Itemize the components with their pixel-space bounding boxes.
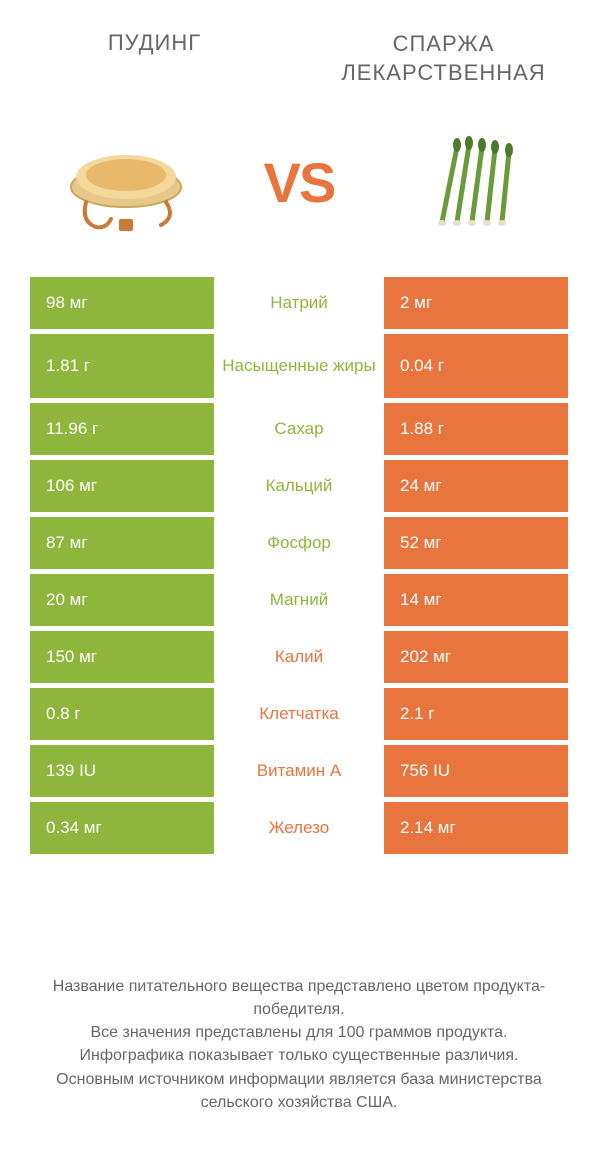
cell-right: 756 IU: [384, 745, 568, 797]
cell-left: 150 мг: [30, 631, 214, 683]
table-row: 106 мгКальций24 мг: [30, 460, 568, 512]
asparagus-icon: [397, 127, 547, 237]
cell-left: 106 мг: [30, 460, 214, 512]
pudding-icon: [51, 127, 201, 237]
cell-nutrient: Фосфор: [214, 517, 384, 569]
table-row: 20 мгМагний14 мг: [30, 574, 568, 626]
cell-nutrient: Клетчатка: [214, 688, 384, 740]
cell-nutrient: Железо: [214, 802, 384, 854]
title-left: ПУДИНГ: [10, 30, 299, 87]
cell-left: 0.8 г: [30, 688, 214, 740]
cell-right: 14 мг: [384, 574, 568, 626]
cell-left: 1.81 г: [30, 334, 214, 398]
footer-line: Основным источником информации является …: [28, 1068, 570, 1114]
table-row: 139 IUВитамин A756 IU: [30, 745, 568, 797]
footer-note: Название питательного вещества представл…: [0, 975, 598, 1114]
cell-nutrient: Насыщенные жиры: [214, 334, 384, 398]
cell-right: 2.1 г: [384, 688, 568, 740]
cell-nutrient: Кальций: [214, 460, 384, 512]
cell-right: 2 мг: [384, 277, 568, 329]
cell-left: 20 мг: [30, 574, 214, 626]
cell-right: 2.14 мг: [384, 802, 568, 854]
table-row: 87 мгФосфор52 мг: [30, 517, 568, 569]
table-row: 0.8 гКлетчатка2.1 г: [30, 688, 568, 740]
cell-left: 11.96 г: [30, 403, 214, 455]
titles-row: ПУДИНГ СПАРЖА ЛЕКАРСТВЕННАЯ: [0, 0, 598, 97]
title-right: СПАРЖА ЛЕКАРСТВЕННАЯ: [299, 30, 588, 87]
cell-nutrient: Сахар: [214, 403, 384, 455]
cell-left: 98 мг: [30, 277, 214, 329]
cell-right: 1.88 г: [384, 403, 568, 455]
cell-right: 202 мг: [384, 631, 568, 683]
hero-row: VS: [0, 97, 598, 277]
cell-right: 0.04 г: [384, 334, 568, 398]
footer-line: Инфографика показывает только существенн…: [28, 1044, 570, 1067]
cell-nutrient: Калий: [214, 631, 384, 683]
table-row: 11.96 гСахар1.88 г: [30, 403, 568, 455]
table-row: 150 мгКалий202 мг: [30, 631, 568, 683]
cell-right: 24 мг: [384, 460, 568, 512]
vs-label: VS: [264, 150, 335, 215]
cell-left: 0.34 мг: [30, 802, 214, 854]
table-row: 0.34 мгЖелезо2.14 мг: [30, 802, 568, 854]
footer-line: Все значения представлены для 100 граммо…: [28, 1021, 570, 1044]
cell-left: 87 мг: [30, 517, 214, 569]
cell-nutrient: Магний: [214, 574, 384, 626]
cell-nutrient: Натрий: [214, 277, 384, 329]
footer-line: Название питательного вещества представл…: [28, 975, 570, 1021]
cell-nutrient: Витамин A: [214, 745, 384, 797]
cell-left: 139 IU: [30, 745, 214, 797]
cell-right: 52 мг: [384, 517, 568, 569]
table-row: 98 мгНатрий2 мг: [30, 277, 568, 329]
table-row: 1.81 гНасыщенные жиры0.04 г: [30, 334, 568, 398]
nutrition-table: 98 мгНатрий2 мг1.81 гНасыщенные жиры0.04…: [0, 277, 598, 854]
